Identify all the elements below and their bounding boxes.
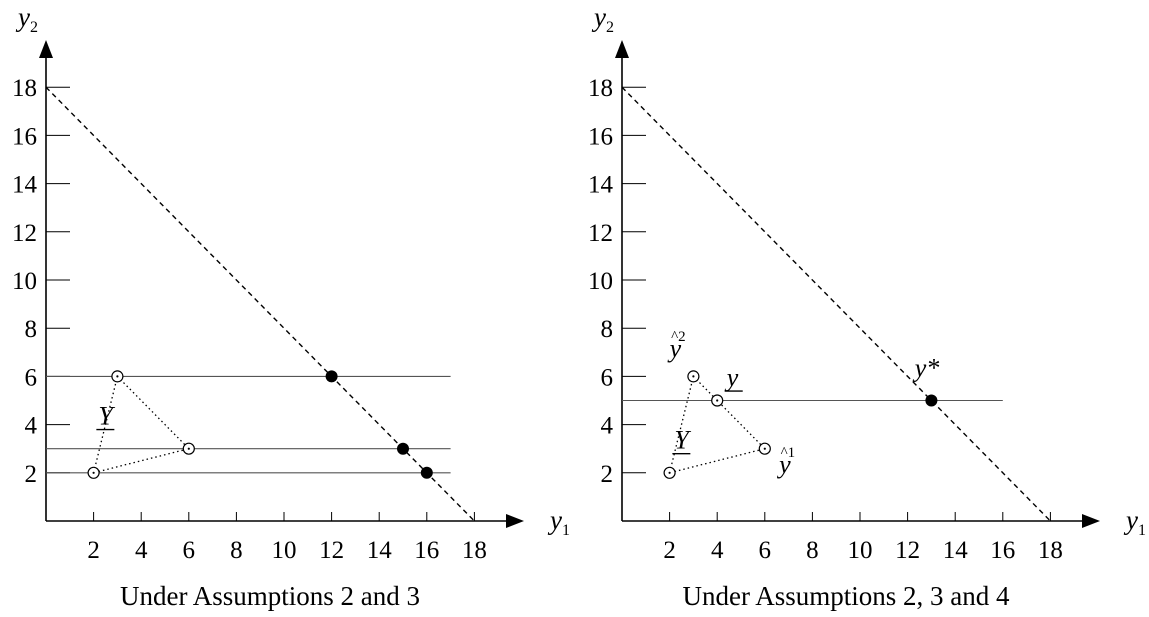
open-point-center (92, 471, 95, 474)
annotation-label: y (724, 363, 739, 392)
x-tick-label: 12 (895, 537, 920, 564)
y-tick-label: 14 (588, 172, 614, 199)
x-tick-label: 4 (135, 537, 148, 564)
x-tick-label: 14 (943, 537, 969, 564)
open-point-center (116, 375, 119, 378)
filled-point (420, 466, 433, 479)
chart-left-svg: 2 4 6 8 10 12 14 16 18 2 4 6 8 10 12 14 16 18 y1 y2 Y Under A… (12, 2, 570, 611)
x-tick-label: 2 (663, 537, 676, 564)
y-tick-label: 4 (25, 413, 38, 440)
x-tick-label: 10 (848, 537, 873, 564)
x-tick-label: 6 (759, 537, 772, 564)
open-point-center (716, 399, 719, 402)
y-axis-arrow (615, 40, 629, 58)
open-point-center (187, 447, 190, 450)
y-axis-arrow (39, 40, 53, 58)
y-tick-label: 6 (601, 364, 614, 391)
y-tick-label: 4 (601, 413, 614, 440)
chart-caption: Under Assumptions 2, 3 and 4 (683, 581, 1010, 611)
filled-point (397, 442, 409, 455)
filled-point (325, 370, 338, 383)
annotation-label: Y (674, 426, 691, 455)
annotation-label: Y (98, 402, 115, 431)
annotation-label: y^1 (776, 445, 795, 479)
x-tick-label: 18 (462, 537, 487, 564)
y-tick-label: 8 (601, 316, 614, 343)
annotation-label: y* (912, 353, 940, 382)
x-axis-label: y1 (547, 505, 570, 539)
chart-left: 2 4 6 8 10 12 14 16 18 2 4 6 8 10 12 14 16 18 y1 y2 Y Under A… (0, 0, 570, 617)
frontier-line (45, 86, 475, 522)
x-tick-label: 16 (414, 537, 439, 564)
open-point-center (692, 375, 695, 378)
open-point-center (668, 471, 671, 474)
y-tick-label: 12 (588, 220, 613, 247)
x-tick-label: 16 (990, 537, 1015, 564)
y-tick-label: 8 (25, 316, 38, 343)
y-axis-label: y2 (591, 2, 614, 36)
x-tick-label: 12 (319, 537, 344, 564)
x-tick-label: 14 (367, 537, 393, 564)
x-tick-label: 6 (183, 537, 196, 564)
x-tick-label: 2 (87, 537, 100, 564)
x-tick-label: 8 (806, 537, 819, 564)
chart-caption: Under Assumptions 2 and 3 (120, 581, 420, 611)
y-tick-label: 6 (25, 364, 38, 391)
open-point-center (763, 447, 766, 450)
y-tick-label: 12 (12, 220, 37, 247)
chart-right-svg: 2 4 6 8 10 12 14 16 18 2 4 6 8 10 12 14 16 18 y1 y2 Yy y^2 y^1… (588, 2, 1146, 611)
x-tick-label: 18 (1038, 537, 1063, 564)
y-tick-label: 10 (12, 268, 37, 295)
y-axis-label: y2 (15, 2, 38, 36)
x-axis-arrow (506, 514, 524, 528)
hull-triangle (668, 375, 767, 474)
y-tick-label: 14 (12, 172, 38, 199)
x-axis-arrow (1082, 514, 1100, 528)
y-tick-label: 2 (25, 461, 38, 488)
y-tick-label: 18 (12, 75, 37, 102)
x-axis-label: y1 (1123, 505, 1146, 539)
hull-triangle (92, 375, 191, 474)
x-tick-label: 4 (711, 537, 724, 564)
filled-point (925, 394, 938, 407)
x-tick-label: 10 (272, 537, 297, 564)
y-tick-label: 10 (588, 268, 613, 295)
frontier-line (621, 86, 1051, 522)
x-tick-label: 8 (230, 537, 243, 564)
y-tick-label: 16 (588, 123, 613, 150)
annotation-label: y^2 (667, 329, 686, 363)
y-tick-label: 16 (12, 123, 37, 150)
y-tick-label: 18 (588, 75, 613, 102)
y-tick-label: 2 (601, 461, 614, 488)
